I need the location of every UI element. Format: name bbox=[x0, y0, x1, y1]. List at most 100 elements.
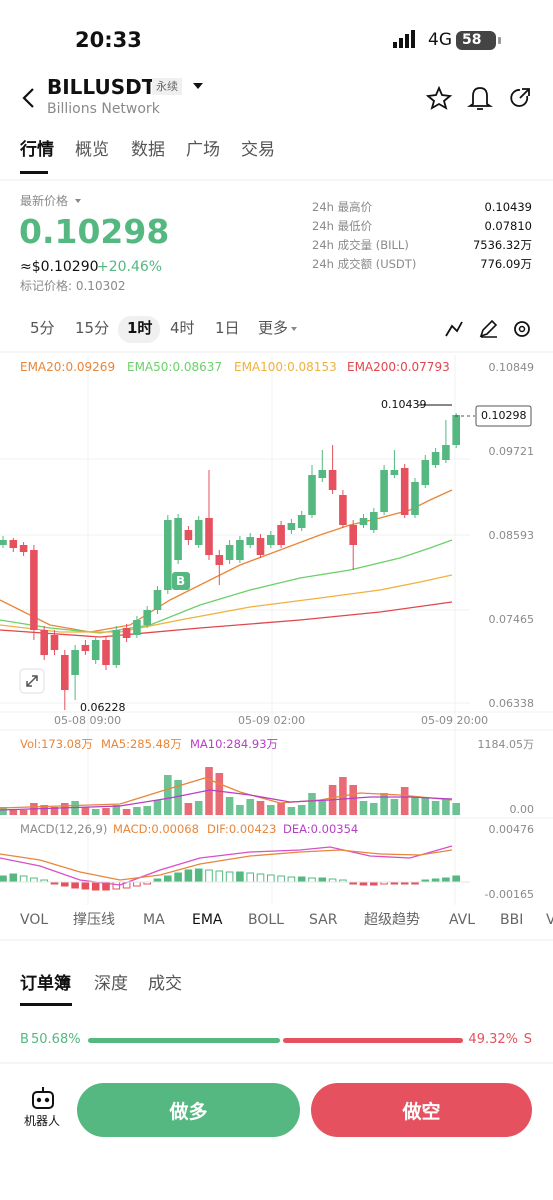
candle-body bbox=[370, 512, 378, 530]
candle-body bbox=[411, 482, 419, 515]
tab[interactable]: 数据 bbox=[131, 140, 165, 160]
indicator-tab[interactable]: SAR bbox=[309, 912, 338, 928]
candle-body bbox=[277, 525, 285, 545]
dropdown-icon[interactable] bbox=[291, 327, 297, 331]
settings-icon-core bbox=[518, 325, 526, 333]
long-button[interactable]: 做多 bbox=[77, 1083, 300, 1137]
interval[interactable]: 5分 bbox=[30, 319, 55, 337]
interval[interactable]: 1日 bbox=[215, 319, 240, 337]
macd-bar bbox=[0, 875, 7, 883]
candle-body bbox=[297, 515, 306, 528]
indicator-tab[interactable]: BOLL bbox=[248, 912, 284, 928]
price-axis-label: 0.08593 bbox=[488, 529, 535, 542]
macd-bar bbox=[215, 870, 224, 883]
macd-bar bbox=[184, 869, 193, 883]
dropdown-icon[interactable] bbox=[75, 199, 81, 203]
candle-body bbox=[50, 635, 59, 650]
robot-icon[interactable] bbox=[32, 1087, 54, 1109]
volume-bar bbox=[102, 808, 110, 815]
stat-label: 24h 最低价 bbox=[312, 219, 373, 233]
time: 20:33 bbox=[75, 28, 142, 52]
indicator-tab[interactable]: 超级趋势 bbox=[364, 912, 420, 928]
candle-body bbox=[112, 630, 121, 665]
symbol[interactable]: BILLUSDT bbox=[47, 75, 156, 99]
price-axis-label: 0.10849 bbox=[488, 361, 535, 374]
interval[interactable]: 4时 bbox=[170, 319, 195, 337]
bell-icon[interactable] bbox=[467, 87, 493, 110]
dropdown-icon[interactable] bbox=[193, 83, 203, 89]
candle-body bbox=[256, 538, 265, 555]
price-label[interactable]: 最新价格 bbox=[20, 194, 69, 208]
draw-icon[interactable] bbox=[479, 319, 498, 338]
interval[interactable]: 15分 bbox=[75, 319, 110, 337]
tab-underline bbox=[20, 171, 48, 174]
volume-bar bbox=[164, 775, 172, 815]
tab-underline bbox=[20, 1003, 72, 1006]
macd-bar bbox=[164, 875, 172, 883]
interval[interactable]: 更多 bbox=[258, 319, 289, 337]
volume-bar bbox=[452, 803, 460, 815]
usd-price: ≈$0.10290 bbox=[20, 259, 99, 275]
order-tab[interactable]: 成交 bbox=[148, 974, 182, 994]
volume-bar bbox=[112, 805, 121, 815]
macd-bar bbox=[318, 877, 327, 883]
tab[interactable]: 行情 bbox=[20, 140, 54, 160]
volume-bar bbox=[421, 797, 430, 815]
order-tab[interactable]: 深度 bbox=[94, 974, 128, 994]
volume-bar bbox=[184, 803, 193, 815]
tab[interactable]: 概览 bbox=[75, 140, 109, 160]
vol-legend: MA10:284.93万 bbox=[190, 737, 279, 751]
time-axis-label: 05-09 02:00 bbox=[238, 714, 306, 727]
tab[interactable]: 广场 bbox=[186, 140, 220, 160]
macd-legend: DIF:0.00423 bbox=[207, 822, 277, 836]
candle-body bbox=[122, 628, 131, 638]
volume-bar bbox=[277, 803, 285, 815]
macd-bar bbox=[225, 871, 234, 883]
indicator-icon[interactable] bbox=[445, 321, 463, 337]
back-icon[interactable] bbox=[22, 88, 34, 108]
low-label: 0.06228 bbox=[80, 701, 126, 714]
buy-percent: 50.68% bbox=[31, 1032, 81, 1047]
short-button[interactable]: 做空 bbox=[311, 1083, 532, 1137]
star-icon[interactable] bbox=[425, 85, 453, 110]
indicator-tab[interactable]: 撑压线 bbox=[73, 912, 115, 928]
candle-body bbox=[236, 540, 244, 560]
macd-axis-label: 0.00476 bbox=[488, 823, 535, 836]
candles bbox=[0, 413, 460, 891]
indicator-tab[interactable]: BBI bbox=[500, 912, 524, 928]
signal-icon bbox=[393, 30, 415, 48]
indicator-tab[interactable]: VOL bbox=[20, 912, 49, 928]
robot-label[interactable]: 机器人 bbox=[24, 1114, 61, 1128]
macd-bar bbox=[71, 881, 79, 889]
macd-bar bbox=[30, 877, 38, 883]
macd-bar bbox=[267, 874, 275, 883]
candle-body bbox=[380, 470, 388, 512]
stat-label: 24h 最高价 bbox=[312, 200, 373, 214]
share-icon[interactable] bbox=[510, 88, 530, 107]
indicator-tab[interactable]: V bbox=[546, 912, 553, 928]
macd-bar bbox=[236, 871, 244, 883]
tab[interactable]: 交易 bbox=[241, 140, 275, 160]
candle-body bbox=[267, 535, 275, 545]
settings-icon[interactable] bbox=[514, 321, 530, 337]
interval[interactable]: 1时 bbox=[127, 319, 153, 337]
battery-tip bbox=[498, 37, 501, 44]
candle-body bbox=[318, 470, 327, 478]
volume-bar bbox=[143, 806, 151, 815]
stat-label: 24h 成交额 (USDT) bbox=[312, 257, 417, 271]
indicator-tab[interactable]: AVL bbox=[449, 912, 476, 928]
indicator-tab[interactable]: EMA bbox=[192, 912, 223, 928]
mark-price: 标记价格: 0.10302 bbox=[20, 279, 126, 293]
signal-marker[interactable] bbox=[172, 572, 190, 590]
candle-body bbox=[400, 468, 409, 515]
order-tab[interactable]: 订单簿 bbox=[20, 974, 71, 994]
candle-body bbox=[205, 518, 213, 555]
volume-bar bbox=[411, 797, 419, 815]
macd-bar bbox=[194, 868, 203, 883]
volume-bar bbox=[122, 809, 131, 815]
indicator-tab[interactable]: MA bbox=[143, 912, 165, 928]
interval-highlight bbox=[118, 316, 160, 343]
volume-bar bbox=[236, 805, 244, 815]
